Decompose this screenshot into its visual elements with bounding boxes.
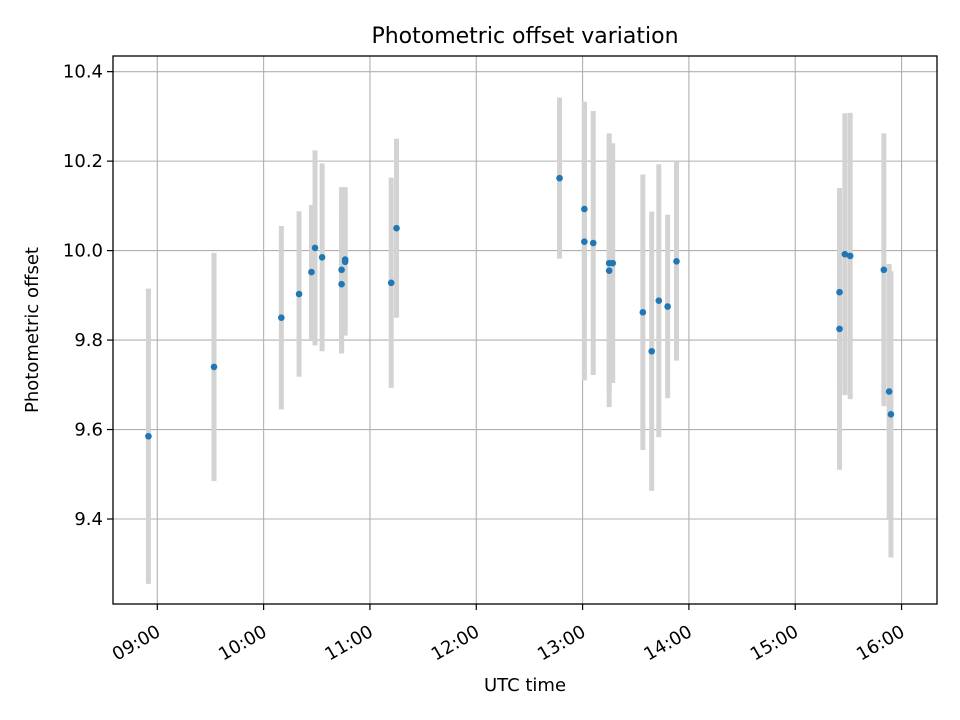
data-point xyxy=(836,325,843,333)
y-tick-label: 10.4 xyxy=(63,62,103,83)
data-point xyxy=(341,258,349,266)
data-point xyxy=(885,388,893,395)
data-point xyxy=(887,411,895,418)
data-point xyxy=(836,288,843,296)
data-point xyxy=(338,266,345,274)
data-point xyxy=(556,174,563,182)
y-axis-label: Photometric offset xyxy=(22,247,43,413)
data-point xyxy=(664,303,671,310)
data-point xyxy=(311,244,319,252)
data-point xyxy=(639,309,647,316)
y-tick-label: 10.0 xyxy=(63,241,103,262)
data-point xyxy=(655,297,663,304)
data-point xyxy=(210,363,218,371)
plot-frame xyxy=(112,55,938,605)
data-point xyxy=(338,280,345,288)
data-point xyxy=(308,268,315,276)
data-point xyxy=(846,252,854,260)
data-point xyxy=(278,314,285,321)
y-tick-label: 9.6 xyxy=(74,420,103,441)
data-point xyxy=(605,267,613,275)
data-point xyxy=(841,250,849,258)
data-point xyxy=(589,239,597,247)
data-point xyxy=(145,432,152,440)
data-point xyxy=(609,259,617,267)
data-point xyxy=(318,254,326,261)
data-point xyxy=(673,258,680,265)
data-point xyxy=(880,266,888,274)
data-point xyxy=(581,238,588,245)
x-axis-label: UTC time xyxy=(484,675,566,696)
data-point xyxy=(387,279,395,287)
y-tick-label: 9.8 xyxy=(74,330,103,351)
data-point xyxy=(648,347,656,355)
data-point xyxy=(393,224,400,232)
y-tick-label: 10.2 xyxy=(63,151,103,172)
chart-title: Photometric offset variation xyxy=(371,24,678,49)
data-point xyxy=(295,290,303,298)
data-point xyxy=(581,205,588,213)
y-axis: 9.4 9.6 9.8 10.0 10.2 10.4 xyxy=(63,62,113,530)
y-tick-label: 9.4 xyxy=(74,509,103,530)
data-points xyxy=(145,174,895,440)
